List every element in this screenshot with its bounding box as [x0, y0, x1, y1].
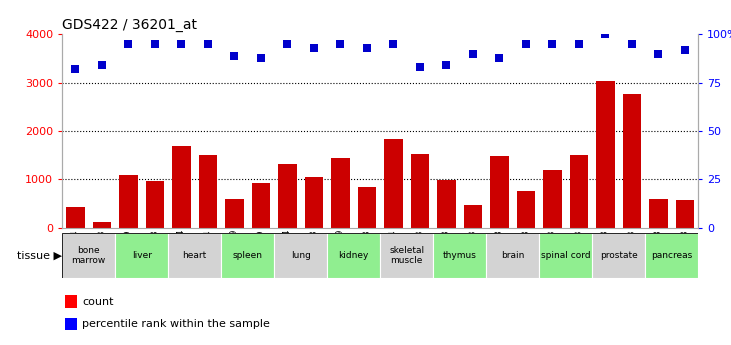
Point [123, 41, 135, 47]
Bar [145, 181, 164, 228]
Text: brain: brain [501, 251, 524, 260]
Point [281, 41, 293, 47]
Text: skeletal
muscle: skeletal muscle [389, 246, 424, 265]
Bar [411, 154, 429, 228]
Bar [66, 207, 85, 228]
Bar [331, 158, 349, 228]
Bar [675, 200, 694, 228]
Bar [380, 233, 433, 278]
Bar [569, 155, 588, 228]
Point [335, 41, 346, 47]
Text: bone
marrow: bone marrow [72, 246, 106, 265]
Bar [65, 318, 77, 330]
Point [441, 63, 452, 68]
Bar [65, 295, 77, 308]
Text: prostate: prostate [599, 251, 637, 260]
Bar [623, 95, 641, 228]
Text: percentile rank within the sample: percentile rank within the sample [83, 319, 270, 329]
Point [626, 41, 637, 47]
Bar [93, 222, 111, 228]
Bar [357, 187, 376, 228]
Bar [490, 156, 509, 228]
Bar [539, 233, 592, 278]
Bar [327, 233, 380, 278]
Bar [168, 233, 221, 278]
Text: tissue ▶: tissue ▶ [17, 250, 61, 260]
Point [547, 41, 558, 47]
Bar [543, 170, 561, 228]
Point [679, 47, 691, 53]
Bar [225, 199, 243, 228]
Bar [433, 233, 486, 278]
Point [361, 45, 373, 51]
Bar [463, 205, 482, 228]
Point [387, 41, 399, 47]
Point [493, 55, 505, 60]
Text: lung: lung [291, 251, 311, 260]
Bar [596, 81, 615, 228]
Point [653, 51, 664, 57]
Point [414, 65, 425, 70]
Text: pancreas: pancreas [651, 251, 692, 260]
Bar [221, 233, 274, 278]
Bar [278, 165, 297, 228]
Bar [649, 199, 667, 228]
Text: thymus: thymus [443, 251, 477, 260]
Text: spleen: spleen [232, 251, 262, 260]
Bar [517, 191, 535, 228]
Point [599, 32, 611, 37]
Text: count: count [83, 297, 114, 307]
Bar [115, 233, 168, 278]
Point [308, 45, 319, 51]
Bar [251, 183, 270, 228]
Point [202, 41, 213, 47]
Text: GDS422 / 36201_at: GDS422 / 36201_at [62, 18, 197, 32]
Bar [384, 139, 403, 228]
Point [255, 55, 267, 60]
Bar [592, 233, 645, 278]
Text: heart: heart [183, 251, 207, 260]
Bar [172, 146, 191, 228]
Point [520, 41, 531, 47]
Bar [645, 233, 698, 278]
Bar [62, 233, 115, 278]
Bar [486, 233, 539, 278]
Text: liver: liver [132, 251, 151, 260]
Bar [119, 175, 137, 228]
Point [175, 41, 187, 47]
Bar [437, 180, 455, 228]
Point [467, 51, 479, 57]
Point [573, 41, 585, 47]
Bar [199, 155, 217, 228]
Text: spinal cord: spinal cord [541, 251, 591, 260]
Bar [274, 233, 327, 278]
Text: kidney: kidney [338, 251, 369, 260]
Bar [305, 177, 323, 228]
Point [149, 41, 161, 47]
Point [229, 53, 240, 59]
Point [69, 67, 81, 72]
Point [96, 63, 107, 68]
